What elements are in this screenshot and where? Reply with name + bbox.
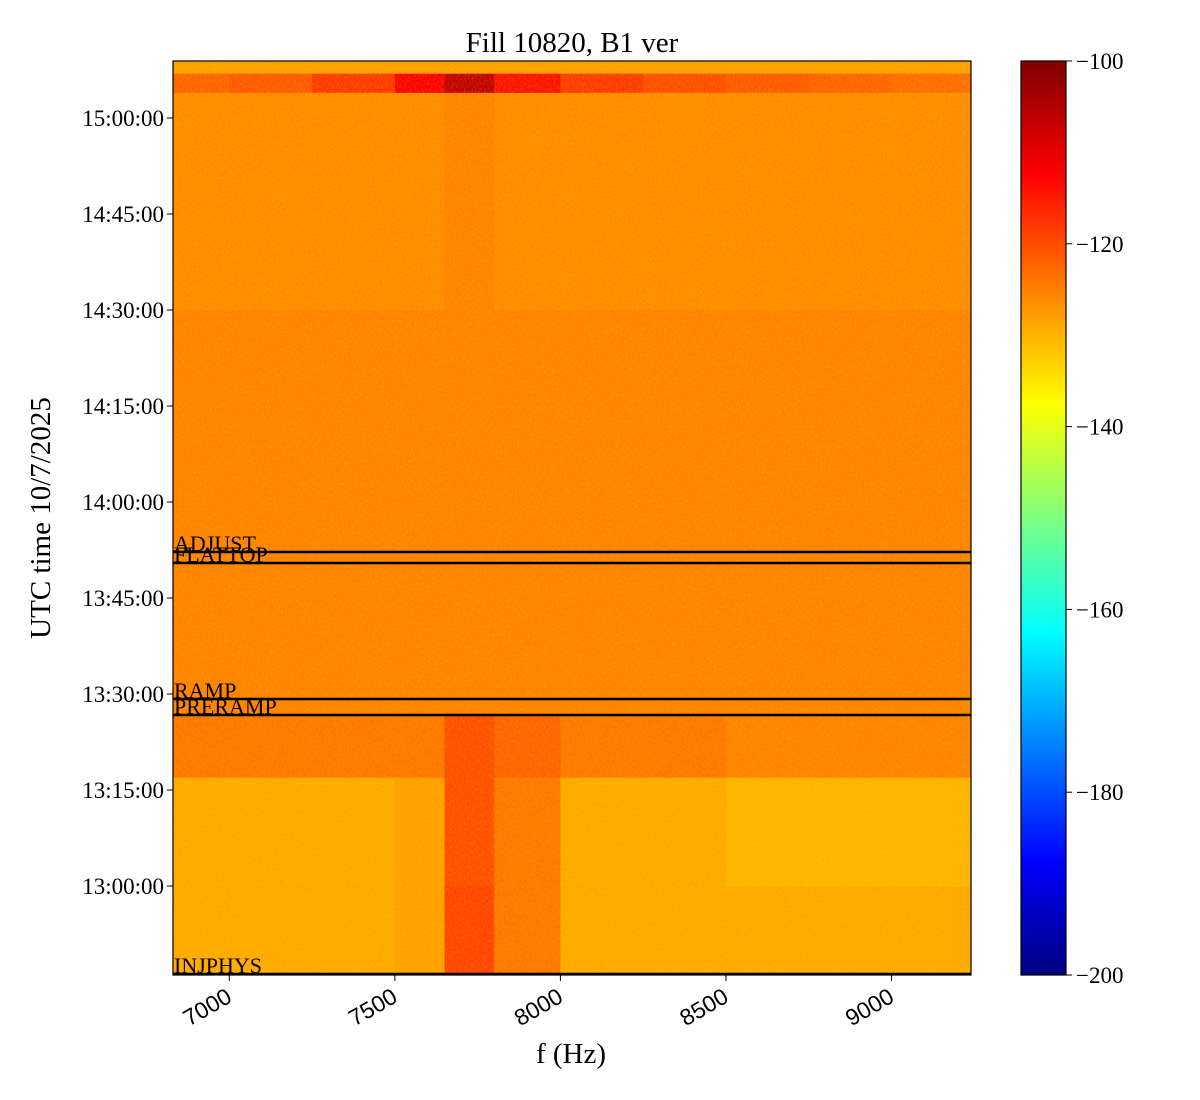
x-axis-label: f (Hz) bbox=[536, 1038, 606, 1070]
x-tick-label: 7500 bbox=[344, 983, 401, 1031]
colorbar-tick-label: −100 bbox=[1076, 49, 1123, 74]
colorbar-tick-label: −180 bbox=[1076, 780, 1123, 805]
y-tick-label: 15:00:00 bbox=[82, 106, 164, 131]
x-tick-label: 8000 bbox=[510, 983, 567, 1031]
event-label: ADJUST bbox=[174, 531, 256, 556]
x-tick-label: 9000 bbox=[841, 983, 898, 1031]
y-tick-label: 13:30:00 bbox=[82, 682, 164, 707]
colorbar bbox=[1021, 61, 1066, 975]
y-tick-label: 14:45:00 bbox=[82, 202, 164, 227]
y-tick-label: 13:15:00 bbox=[82, 778, 164, 803]
colorbar-tick-label: −120 bbox=[1076, 232, 1123, 257]
y-tick-label: 13:45:00 bbox=[82, 586, 164, 611]
event-label: INJPHYS bbox=[174, 953, 262, 978]
y-tick-label: 14:00:00 bbox=[82, 490, 164, 515]
texture bbox=[173, 61, 971, 975]
event-label: PRERAMP bbox=[174, 694, 277, 719]
event-label: FLATTOP bbox=[174, 542, 268, 567]
x-tick-label: 7000 bbox=[178, 983, 235, 1031]
colorbar-tick-label: −200 bbox=[1076, 963, 1123, 988]
chart-title: Fill 10820, B1 ver bbox=[466, 27, 679, 59]
event-label: RAMP bbox=[174, 678, 236, 703]
colorbar-tick-label: −140 bbox=[1076, 415, 1123, 440]
colorbar-tick-label: −160 bbox=[1076, 597, 1123, 622]
y-tick-label: 13:00:00 bbox=[82, 874, 164, 899]
x-tick-label: 8500 bbox=[675, 983, 732, 1031]
y-axis-label: UTC time 10/7/2025 bbox=[25, 397, 57, 639]
y-tick-label: 14:15:00 bbox=[82, 394, 164, 419]
plot-frame bbox=[172, 60, 972, 976]
y-tick-label: 14:30:00 bbox=[82, 298, 164, 323]
colorbar-frame bbox=[1020, 60, 1067, 976]
